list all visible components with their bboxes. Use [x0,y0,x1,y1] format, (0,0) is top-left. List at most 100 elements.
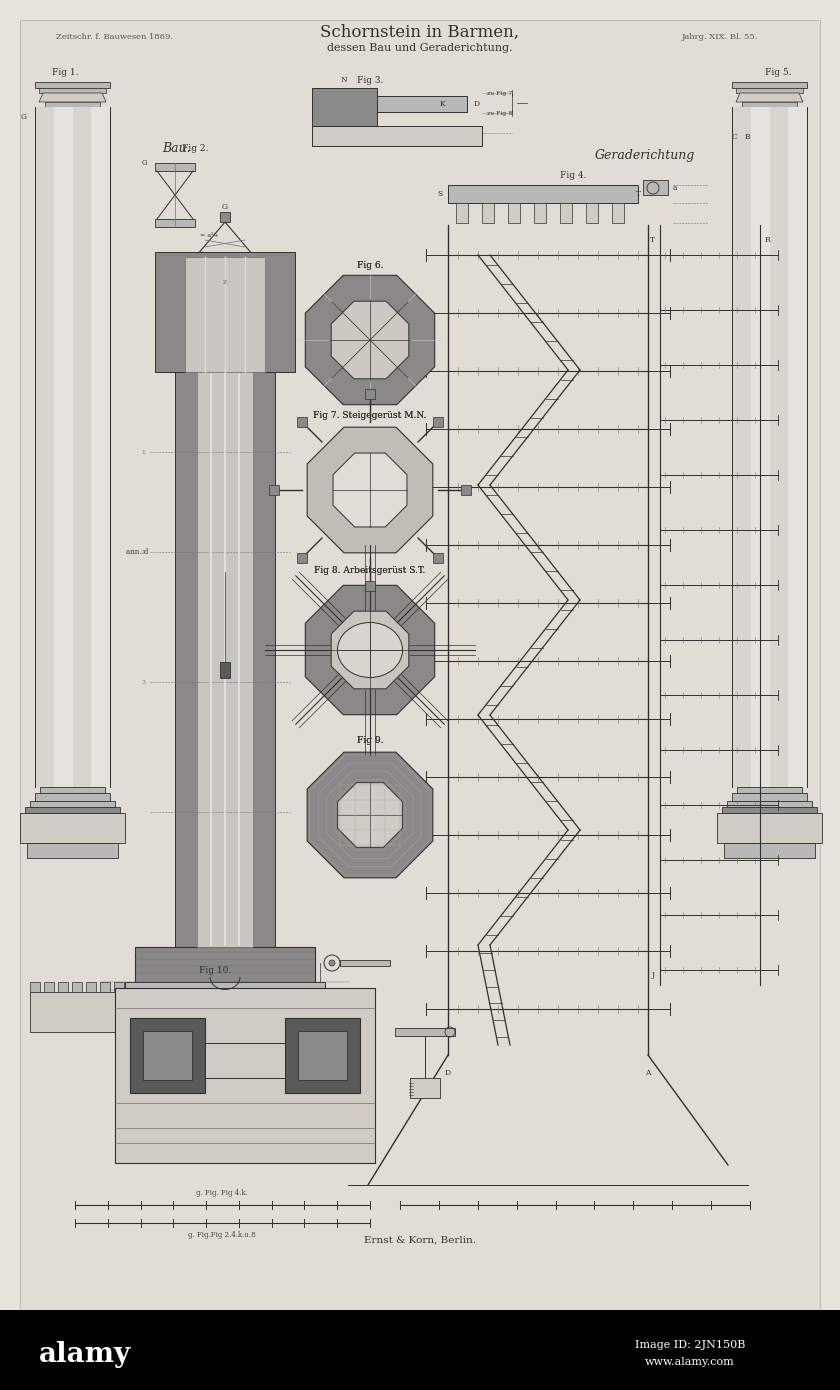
Bar [44,981,54,992]
Text: Fig 1.: Fig 1. [52,68,78,76]
Circle shape [329,960,335,966]
Bar [35,794,110,801]
Bar [125,981,325,997]
Bar [365,581,375,591]
Text: R: R [765,236,771,245]
Polygon shape [736,93,803,101]
Bar [727,801,812,808]
Text: J: J [652,972,655,979]
Text: Fig 6.: Fig 6. [357,260,383,270]
Bar [40,787,105,794]
Bar [58,981,68,992]
Text: Image ID: 2JN150B: Image ID: 2JN150B [635,1340,745,1350]
Bar [30,801,115,808]
Bar [30,981,40,992]
Text: g. Fig.Fig 2.4.k.u.8: g. Fig.Fig 2.4.k.u.8 [188,1232,256,1238]
Text: D: D [445,1069,451,1077]
Bar [586,203,598,222]
Text: Fig 7. Steigegerüst M.N.: Fig 7. Steigegerüst M.N. [313,410,427,420]
Polygon shape [307,427,433,553]
Bar [297,553,307,563]
Bar [92,107,110,787]
Bar [269,485,279,495]
Text: Fig 2.: Fig 2. [182,143,208,153]
Bar [732,794,807,801]
Bar [220,213,230,222]
Bar [560,203,572,222]
Text: zu Fig 7: zu Fig 7 [487,90,512,96]
Bar [25,808,120,813]
Bar [340,960,390,966]
Bar [0,1309,840,1390]
Bar [115,988,375,1163]
Bar [105,1009,345,1019]
Bar [643,179,668,195]
Bar [285,1017,360,1093]
Bar [100,1019,350,1027]
Text: Fig 6.: Fig 6. [357,260,383,270]
Text: Fig 7. Steigegerüst M.N.: Fig 7. Steigegerüst M.N. [313,410,427,420]
Text: 3: 3 [141,680,145,684]
Text: Ernst & Korn, Berlin.: Ernst & Korn, Berlin. [364,1236,476,1244]
Text: dessen Bau und Geraderichtung.: dessen Bau und Geraderichtung. [328,43,512,53]
Text: G: G [141,158,147,167]
Text: T: T [650,236,655,245]
Polygon shape [331,302,409,379]
Bar [433,553,443,563]
Text: Jahrg. XIX. Bl. 55.: Jahrg. XIX. Bl. 55. [682,33,759,40]
Bar [115,997,335,1009]
Bar [298,1031,347,1080]
Bar [736,88,803,93]
Text: A: A [645,1069,651,1077]
Bar [732,82,807,88]
Bar [114,981,124,992]
Text: a: a [673,183,678,192]
Bar [482,203,494,222]
Bar [534,203,546,222]
Bar [365,389,375,399]
Bar [86,981,96,992]
Polygon shape [305,585,434,714]
Bar [724,842,815,858]
Bar [100,981,110,992]
Bar [30,992,130,1031]
Bar [788,107,807,787]
Bar [35,82,110,88]
Text: Fig 9.: Fig 9. [357,735,383,745]
Bar [72,981,82,992]
Bar [220,662,230,678]
Text: g. Fig. Fig 4.k.: g. Fig. Fig 4.k. [196,1188,248,1197]
Bar [130,1017,205,1093]
Bar [612,203,624,222]
Text: alamy: alamy [39,1341,131,1369]
Text: 2: 2 [141,549,145,555]
Bar [72,107,92,787]
Bar [508,203,520,222]
Bar [155,220,195,227]
Bar [155,163,195,171]
Bar [717,813,822,842]
Polygon shape [338,783,402,848]
Text: Fig 4.: Fig 4. [560,171,586,179]
Bar [185,257,265,373]
Text: z: z [223,278,227,286]
Text: K: K [439,100,445,108]
Bar [395,1029,455,1036]
Text: Bau.: Bau. [162,142,191,154]
Bar [155,252,295,373]
Bar [297,417,307,427]
Bar [737,787,802,794]
Text: = a²+: = a²+ [200,232,218,238]
Bar [742,101,797,107]
Text: www.alamy.com: www.alamy.com [645,1357,735,1366]
Text: Fig 8. Arbeitsgerüst S.T.: Fig 8. Arbeitsgerüst S.T. [314,566,426,574]
Polygon shape [307,752,433,878]
Text: G: G [222,203,228,211]
Bar [143,1031,192,1080]
Bar [751,107,769,787]
Bar [27,842,118,858]
Bar [39,88,106,93]
Bar [35,107,54,787]
Bar [312,126,482,146]
Polygon shape [39,93,106,101]
